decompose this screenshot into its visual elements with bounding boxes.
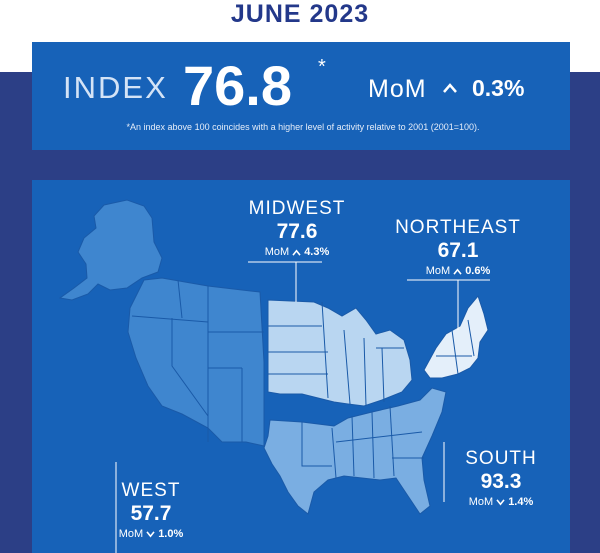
northeast-value: 67.1 [437,239,479,262]
west-mom-value: 1.0% [158,528,184,540]
region-west: WEST 57.7 MoM 1.0% [96,480,206,542]
south-name: SOUTH [465,448,537,469]
index-value: 76.8 [183,54,292,117]
south-region-shape [263,387,447,515]
chevron-down-icon [496,498,505,506]
map-panel: MIDWEST 77.6 MoM 4.3% NORTHEAST 67.1 MoM 0… [32,180,570,553]
northeast-name: NORTHEAST [395,217,521,238]
south-mom: MoM 1.4% [446,494,556,510]
midwest-state-lines [268,301,404,407]
callout-lines [115,261,490,553]
alaska-shape [58,199,163,301]
northeast-mom: MoM 0.6% [388,263,528,279]
index-panel: INDEX 76.8 * MoM 0.3% *An index above 10… [32,42,570,150]
index-footnote: *An index above 100 coincides with a hig… [126,122,480,132]
us-map [58,199,490,553]
region-midwest: MIDWEST 77.6 MoM 4.3% [232,198,362,260]
west-mom: MoM 1.0% [96,526,206,542]
region-northeast: NORTHEAST 67.1 MoM 0.6% [388,217,528,279]
index-label: INDEX [63,70,168,105]
page-title: JUNE 2023 [230,0,370,28]
midwest-mom-label: MoM [264,246,290,258]
mom-value: 0.3% [472,75,525,101]
south-mom-value: 1.4% [508,496,534,508]
chevron-up-icon [443,83,457,93]
mom-label: MoM [368,75,427,103]
northeast-mom-label: MoM [425,265,451,277]
northeast-mom-value: 0.6% [465,265,491,277]
northeast-region-shape [423,294,489,379]
midwest-mom-value: 4.3% [304,246,330,258]
south-state-lines [301,405,424,479]
chevron-down-icon [146,530,155,538]
west-region-shape [127,277,265,447]
west-name: WEST [121,480,181,501]
midwest-name: MIDWEST [248,198,346,219]
midwest-value: 77.6 [276,220,318,243]
chevron-up-icon [292,249,301,256]
region-south: SOUTH 93.3 MoM 1.4% [446,448,556,510]
midwest-region-shape [267,299,413,407]
chevron-up-icon [453,268,462,275]
midwest-mom: MoM 4.3% [232,244,362,260]
south-mom-label: MoM [468,496,494,508]
index-asterisk: * [318,56,326,78]
west-value: 57.7 [130,502,172,525]
west-mom-label: MoM [118,528,144,540]
west-state-lines [131,279,264,442]
northeast-state-lines [436,319,475,375]
south-value: 93.3 [480,470,522,493]
